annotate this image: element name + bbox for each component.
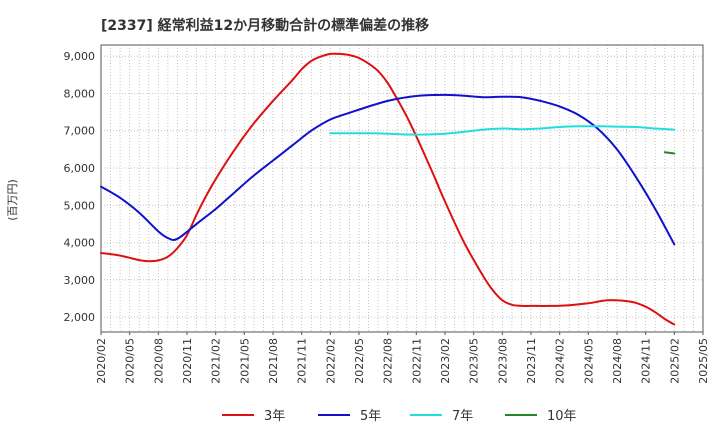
x-tick-label: 2024/11 [640, 338, 653, 384]
series-line-5y [100, 93, 676, 246]
x-tick-label: 2020/05 [124, 338, 137, 384]
x-tick-label: 2021/11 [296, 338, 309, 384]
y-tick-label: 6,000 [64, 162, 96, 175]
y-tick-label: 3,000 [64, 274, 96, 287]
y-tick-label: 7,000 [64, 125, 96, 138]
series-line-7y [329, 125, 676, 136]
x-tick-label: 2022/11 [410, 338, 423, 384]
plot-frame [100, 44, 704, 333]
x-tick-label: 2022/08 [382, 338, 395, 384]
y-axis-label: (百万円) [6, 179, 19, 221]
series-line-10y [663, 151, 676, 155]
x-tick-label: 2024/02 [554, 338, 567, 384]
x-tick-label: 2023/02 [439, 338, 452, 384]
x-tick-label: 2021/08 [267, 338, 280, 384]
x-tick-label: 2020/02 [95, 338, 108, 384]
y-tick-label: 4,000 [64, 237, 96, 250]
x-tick-label: 2020/11 [181, 338, 194, 384]
x-tick-label: 2023/08 [496, 338, 509, 384]
x-tick-label: 2024/08 [611, 338, 624, 384]
x-tick-label: 2025/05 [697, 338, 710, 384]
x-tick-label: 2020/08 [152, 338, 165, 384]
plot-area: 2,000 3,000 4,000 5,000 6,000 7,000 8,000 9,000… [64, 44, 710, 424]
x-tick-label: 2022/05 [353, 338, 366, 384]
x-tick-label: 2025/02 [668, 338, 681, 384]
x-tick-label: 2024/05 [582, 338, 595, 384]
x-tick-label: 2023/11 [525, 338, 538, 384]
y-tick-label: 8,000 [64, 87, 96, 100]
y-tick-label: 2,000 [64, 311, 96, 324]
y-tick-label: 9,000 [64, 50, 96, 63]
legend-label: 5年 [360, 409, 381, 424]
chart-title: [2337] 経常利益12か月移動合計の標準偏差の推移 [101, 17, 429, 34]
x-tick-label: 2023/05 [468, 338, 481, 384]
x-tick-label: 2021/02 [210, 338, 223, 384]
legend-label: 3年 [264, 409, 285, 424]
plot-background [101, 45, 703, 332]
x-tick-label: 2022/02 [324, 338, 337, 384]
legend-label: 7年 [452, 409, 473, 424]
series-line-3y [100, 52, 676, 326]
x-tick-label: 2021/05 [238, 338, 251, 384]
y-tick-label: 5,000 [64, 199, 96, 212]
legend-label: 10年 [547, 409, 577, 424]
